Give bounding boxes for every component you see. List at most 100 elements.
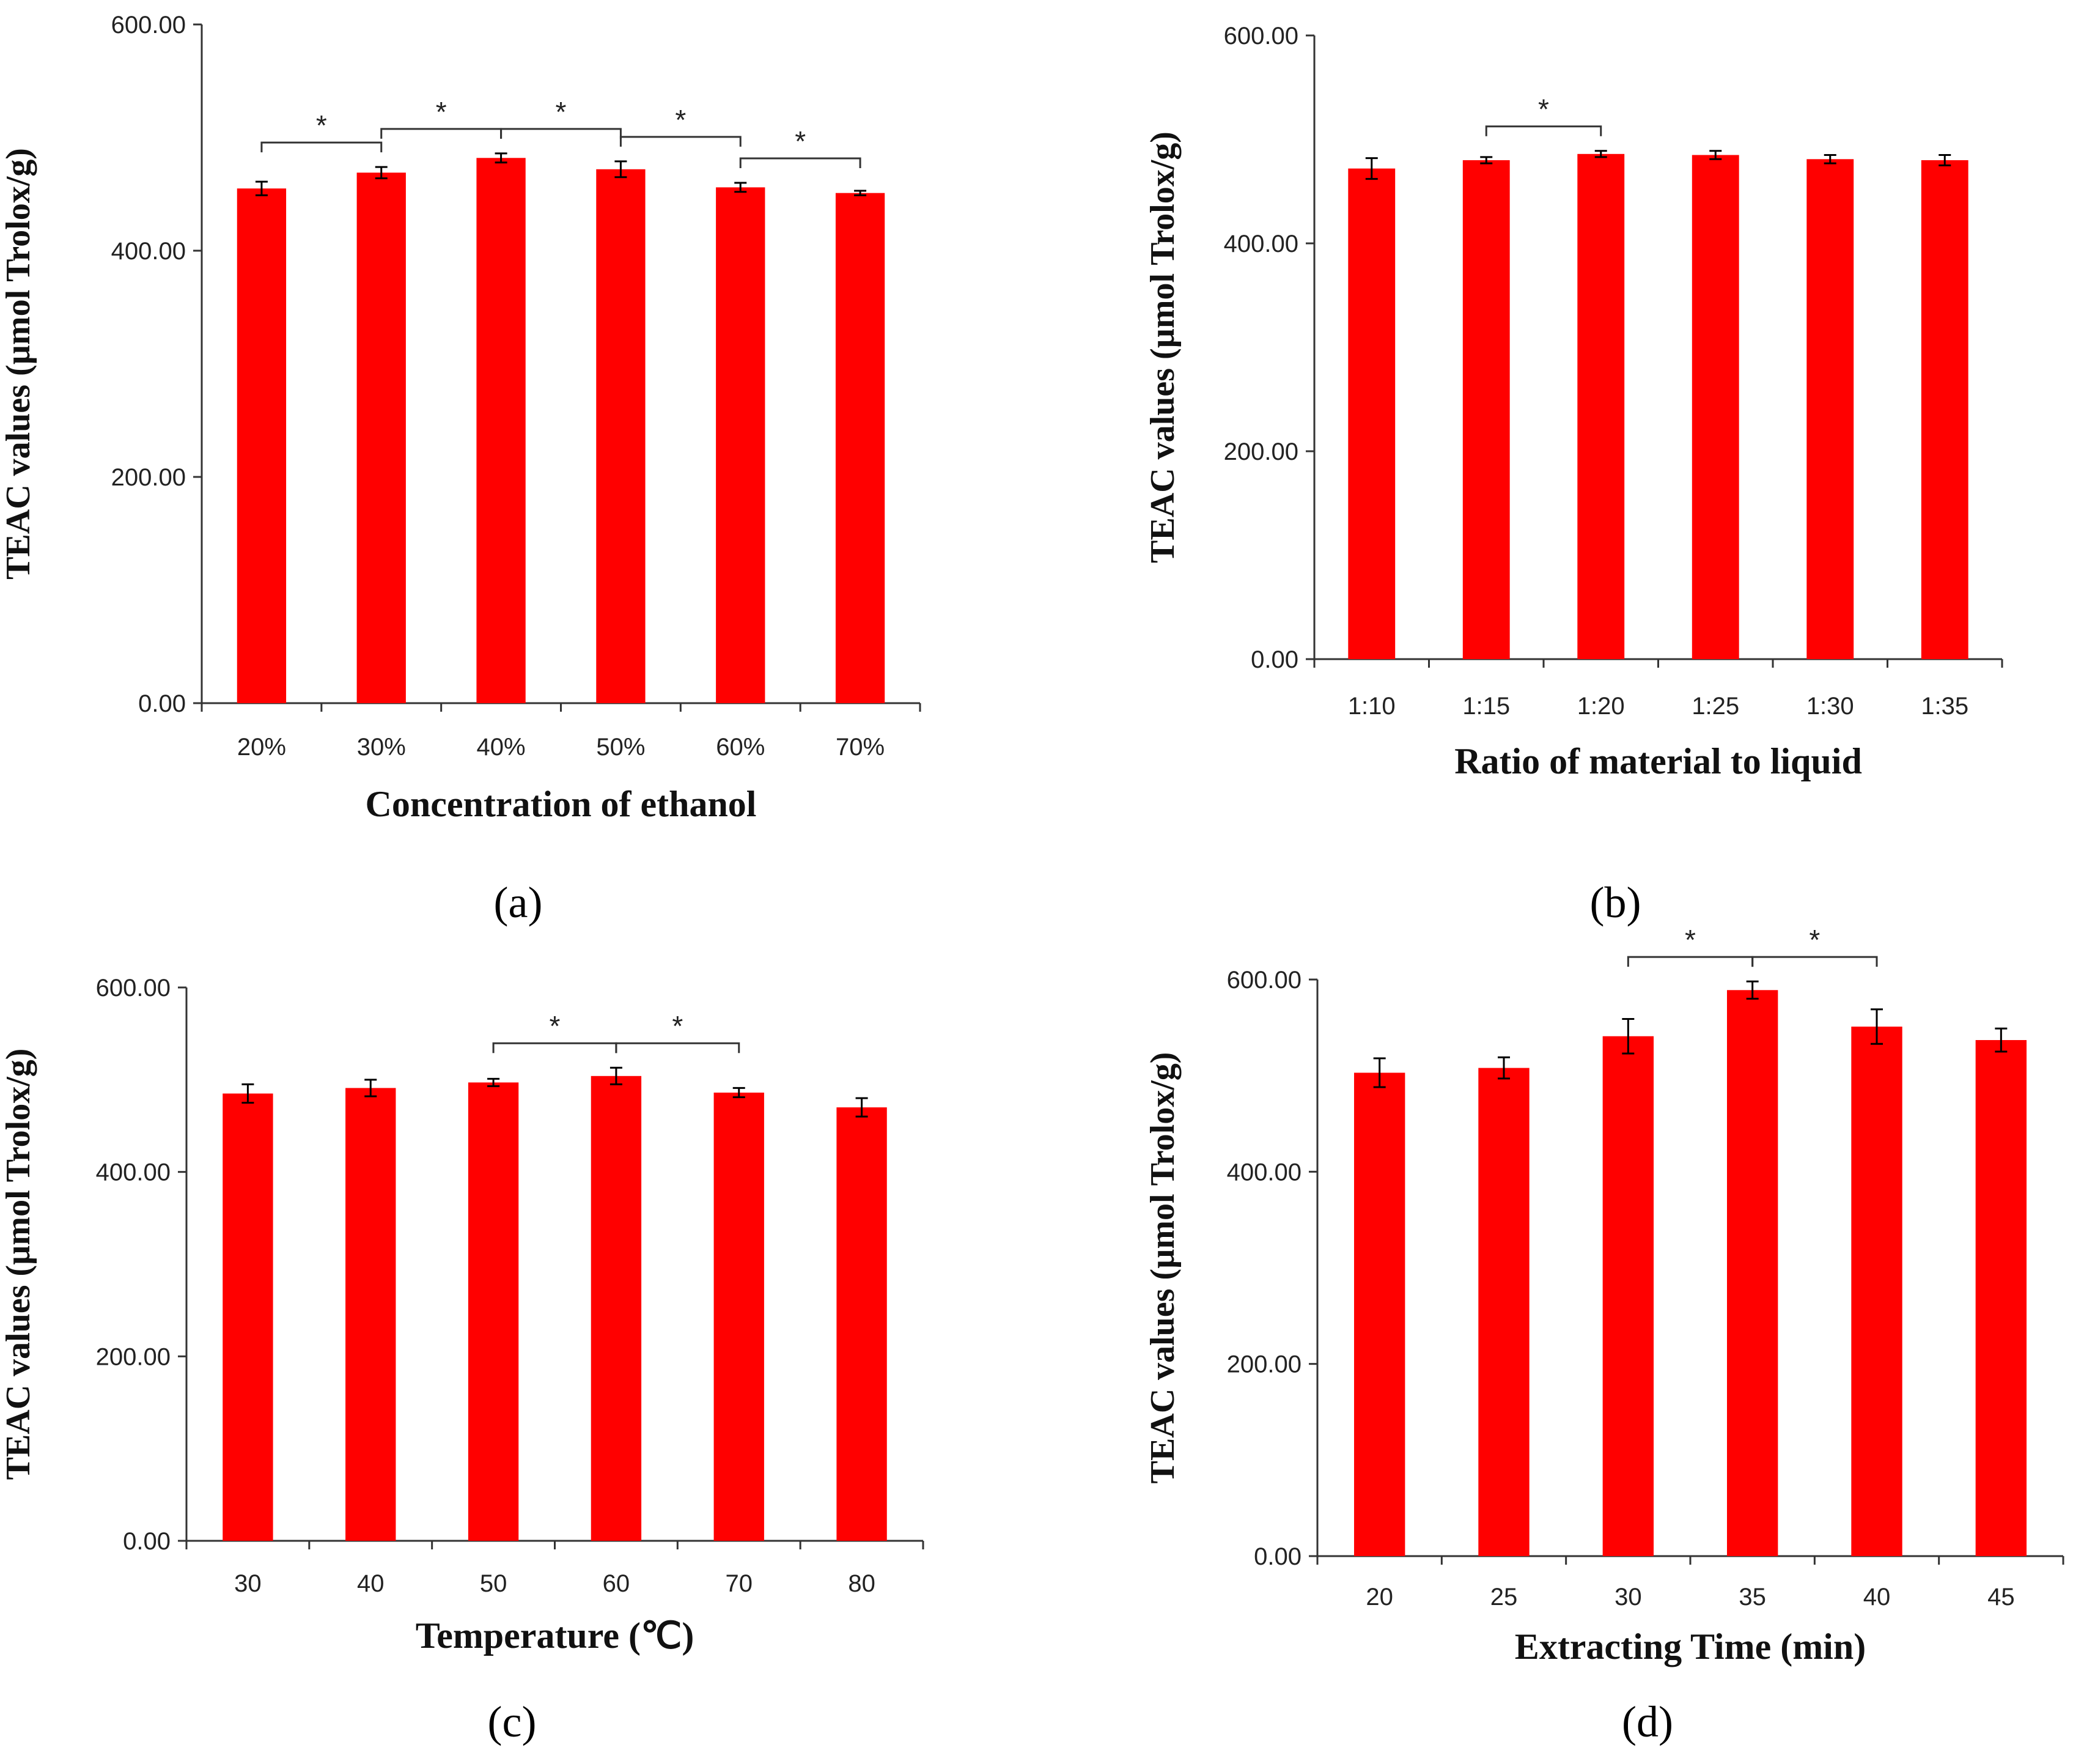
- x-tick-label: 40: [1863, 1584, 1891, 1611]
- x-tick-label: 1:15: [1462, 693, 1510, 720]
- x-tick-label: 30%: [357, 734, 406, 761]
- x-tick-label: 1:30: [1806, 693, 1854, 720]
- bar: [1921, 160, 1968, 659]
- y-tick-label: 600.00: [96, 975, 171, 1002]
- significance-bracket: [1627, 956, 1754, 967]
- x-tick-label: 70: [726, 1570, 753, 1597]
- y-tick-label: 400.00: [111, 238, 186, 265]
- bar: [835, 193, 885, 703]
- y-tick-label: 0.00: [1251, 646, 1298, 673]
- chart-d: 0.00 200.00 400.00 600.00 20 25 30 35 40 45 * * TEAC…: [1144, 924, 2064, 1746]
- significance-bracket: [380, 128, 503, 139]
- y-tick-label: 400.00: [96, 1159, 171, 1186]
- panel-label: (c): [488, 1697, 537, 1746]
- bar: [1462, 160, 1510, 659]
- significance-bracket: [500, 128, 622, 139]
- y-axis-title: TEAC values (µmol Trolox/g): [1144, 131, 1182, 563]
- x-tick-label: 35: [1739, 1584, 1766, 1611]
- panel-label: (d): [1622, 1697, 1673, 1746]
- y-tick-label: 600.00: [1224, 23, 1298, 50]
- x-tick-label: 1:10: [1348, 693, 1396, 720]
- x-tick-label: 20: [1366, 1584, 1393, 1611]
- y-tick-label: 200.00: [1227, 1351, 1302, 1378]
- bar: [1353, 1072, 1405, 1556]
- bar: [356, 172, 406, 704]
- bar: [1478, 1068, 1530, 1556]
- bar: [1726, 990, 1778, 1556]
- significance-bracket: [739, 157, 861, 168]
- bar: [1975, 1040, 2027, 1556]
- significance-star: *: [1538, 94, 1549, 125]
- y-tick-label: 0.00: [138, 690, 186, 717]
- significance-star: *: [1809, 924, 1820, 956]
- chart-b: 0.00 200.00 400.00 600.00 1:10 1:15 1:20 1:25 1:…: [1144, 23, 2003, 927]
- significance-star: *: [316, 109, 327, 141]
- x-tick-label: 40: [357, 1570, 385, 1597]
- y-tick-label: 600.00: [1227, 967, 1302, 994]
- x-tick-label: 30: [234, 1570, 262, 1597]
- bar: [223, 1093, 273, 1541]
- x-tick-label: 20%: [237, 734, 286, 761]
- x-tick-label: 60%: [716, 734, 765, 761]
- x-axis-title: Concentration of ethanol: [366, 784, 757, 824]
- y-tick-label: 0.00: [123, 1528, 171, 1555]
- bar: [345, 1088, 396, 1541]
- panel-label: (a): [494, 878, 543, 927]
- bar: [1692, 155, 1739, 659]
- y-axis-title: TEAC values (µmol Trolox/g): [1144, 1052, 1182, 1484]
- bar: [836, 1107, 887, 1541]
- significance-bracket: [615, 1042, 740, 1054]
- x-axis-title: Temperature (℃): [416, 1615, 694, 1656]
- x-tick-label: 70%: [836, 734, 885, 761]
- x-tick-label: 25: [1490, 1584, 1518, 1611]
- bar: [713, 1092, 764, 1541]
- x-tick-label: 60: [603, 1570, 630, 1597]
- x-tick-label: 1:25: [1692, 693, 1739, 720]
- bar: [1806, 159, 1854, 659]
- x-tick-label: 40%: [477, 734, 526, 761]
- y-tick-label: 400.00: [1224, 231, 1298, 257]
- bar: [468, 1082, 519, 1541]
- x-tick-label: 30: [1615, 1584, 1642, 1611]
- chart-a: 0.00 200.00 400.00 600.00 20% 30% 40% 50% 60% 70%…: [0, 12, 921, 927]
- x-tick-label: 50%: [596, 734, 645, 761]
- chart-c: 0.00 200.00 400.00 600.00 30 40 50 60 70 80 * * TEAC…: [0, 975, 924, 1746]
- y-tick-label: 200.00: [111, 464, 186, 491]
- significance-bracket: [1485, 125, 1602, 136]
- bar: [1851, 1027, 1902, 1556]
- bar: [716, 187, 765, 703]
- x-tick-label: 50: [480, 1570, 507, 1597]
- y-tick-label: 400.00: [1227, 1159, 1302, 1186]
- significance-bracket: [260, 141, 383, 153]
- significance-star: *: [436, 96, 447, 128]
- x-tick-label: 80: [848, 1570, 875, 1597]
- significance-bracket: [1751, 956, 1878, 967]
- y-tick-label: 200.00: [1224, 438, 1298, 465]
- x-tick-label: 1:35: [1921, 693, 1968, 720]
- panel-label: (b): [1590, 878, 1641, 927]
- x-axis-title: Ratio of material to liquid: [1454, 741, 1862, 781]
- bar: [1577, 153, 1625, 660]
- x-tick-label: 1:20: [1577, 693, 1625, 720]
- significance-star: *: [675, 104, 686, 136]
- bar: [1602, 1036, 1654, 1556]
- significance-star: *: [795, 125, 806, 157]
- bar: [476, 158, 526, 703]
- significance-star: *: [1685, 924, 1696, 956]
- x-tick-label: 45: [1987, 1584, 2015, 1611]
- x-axis-title: Extracting Time (min): [1515, 1626, 1866, 1667]
- significance-bracket: [619, 136, 742, 147]
- significance-star: *: [672, 1010, 683, 1042]
- bar: [237, 188, 287, 703]
- y-axis-title: TEAC values (µmol Trolox/g): [0, 1049, 37, 1480]
- bar: [596, 169, 646, 703]
- y-axis-title: TEAC values (µmol Trolox/g): [0, 148, 37, 580]
- y-tick-label: 200.00: [96, 1343, 171, 1370]
- significance-bracket: [492, 1042, 617, 1054]
- significance-star: *: [550, 1010, 561, 1042]
- y-tick-label: 600.00: [111, 12, 186, 39]
- bar: [1348, 168, 1396, 660]
- y-tick-label: 0.00: [1254, 1543, 1302, 1570]
- bar: [591, 1076, 642, 1541]
